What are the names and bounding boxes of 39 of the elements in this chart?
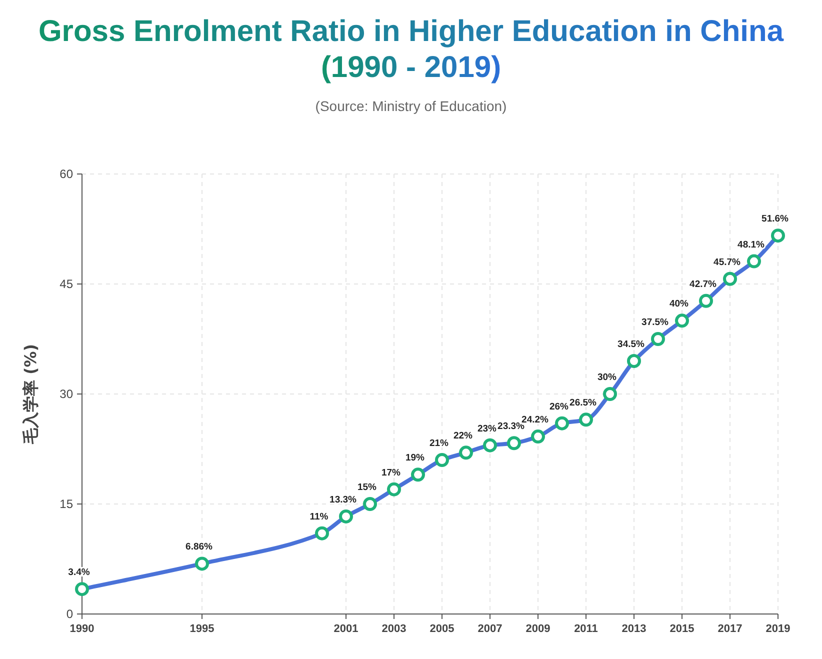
x-tick-label: 2001 (334, 623, 358, 635)
x-tick-label: 2013 (622, 623, 646, 635)
y-tick-label: 60 (60, 167, 74, 181)
data-label: 45.7% (714, 256, 742, 268)
x-tick-label: 2011 (574, 623, 598, 635)
x-tick-label: 2019 (766, 623, 790, 635)
data-label: 6.86% (186, 542, 214, 553)
y-tick-label: 15 (60, 497, 74, 511)
data-label: 22% (453, 430, 474, 442)
data-label: 34.5% (618, 339, 646, 350)
y-axis-title: 毛入学率 (%) (21, 344, 40, 446)
data-label: 26% (549, 401, 570, 412)
x-tick-label: 2007 (478, 623, 502, 635)
data-label: 19% (405, 452, 426, 464)
chart-title: Gross Enrolment Ratio in Higher Education in China (1990 - 2019) (38, 15, 784, 84)
x-tick-label: 2009 (526, 623, 550, 635)
data-label: 37.5% (642, 317, 670, 328)
data-label: 30% (597, 372, 618, 383)
x-tick-label: 1990 (70, 623, 94, 635)
data-label: 48.1% (738, 239, 766, 250)
data-label: 17% (381, 467, 402, 478)
data-label: 15% (357, 482, 378, 493)
data-label: 26.5% (570, 398, 598, 409)
data-label: 40% (669, 298, 690, 310)
data-label: 51.6% (762, 214, 790, 225)
x-tick-label: 2005 (430, 623, 454, 635)
data-label: 11% (310, 511, 329, 522)
data-label: 21% (429, 438, 450, 449)
data-label: 13.3% (330, 494, 358, 506)
x-tick-label: 2015 (670, 623, 694, 635)
x-tick-label: 2017 (718, 623, 742, 635)
data-label: 42.7% (690, 278, 718, 290)
x-tick-label: 2003 (382, 623, 406, 635)
y-tick-label: 45 (60, 277, 74, 291)
y-tick-label: 0 (66, 607, 74, 621)
chart-subtitle: (Source: Ministry of Education) (315, 98, 507, 114)
y-tick-label: 30 (60, 387, 74, 401)
x-tick-label: 1995 (190, 623, 214, 635)
data-label: 23% (477, 423, 498, 434)
